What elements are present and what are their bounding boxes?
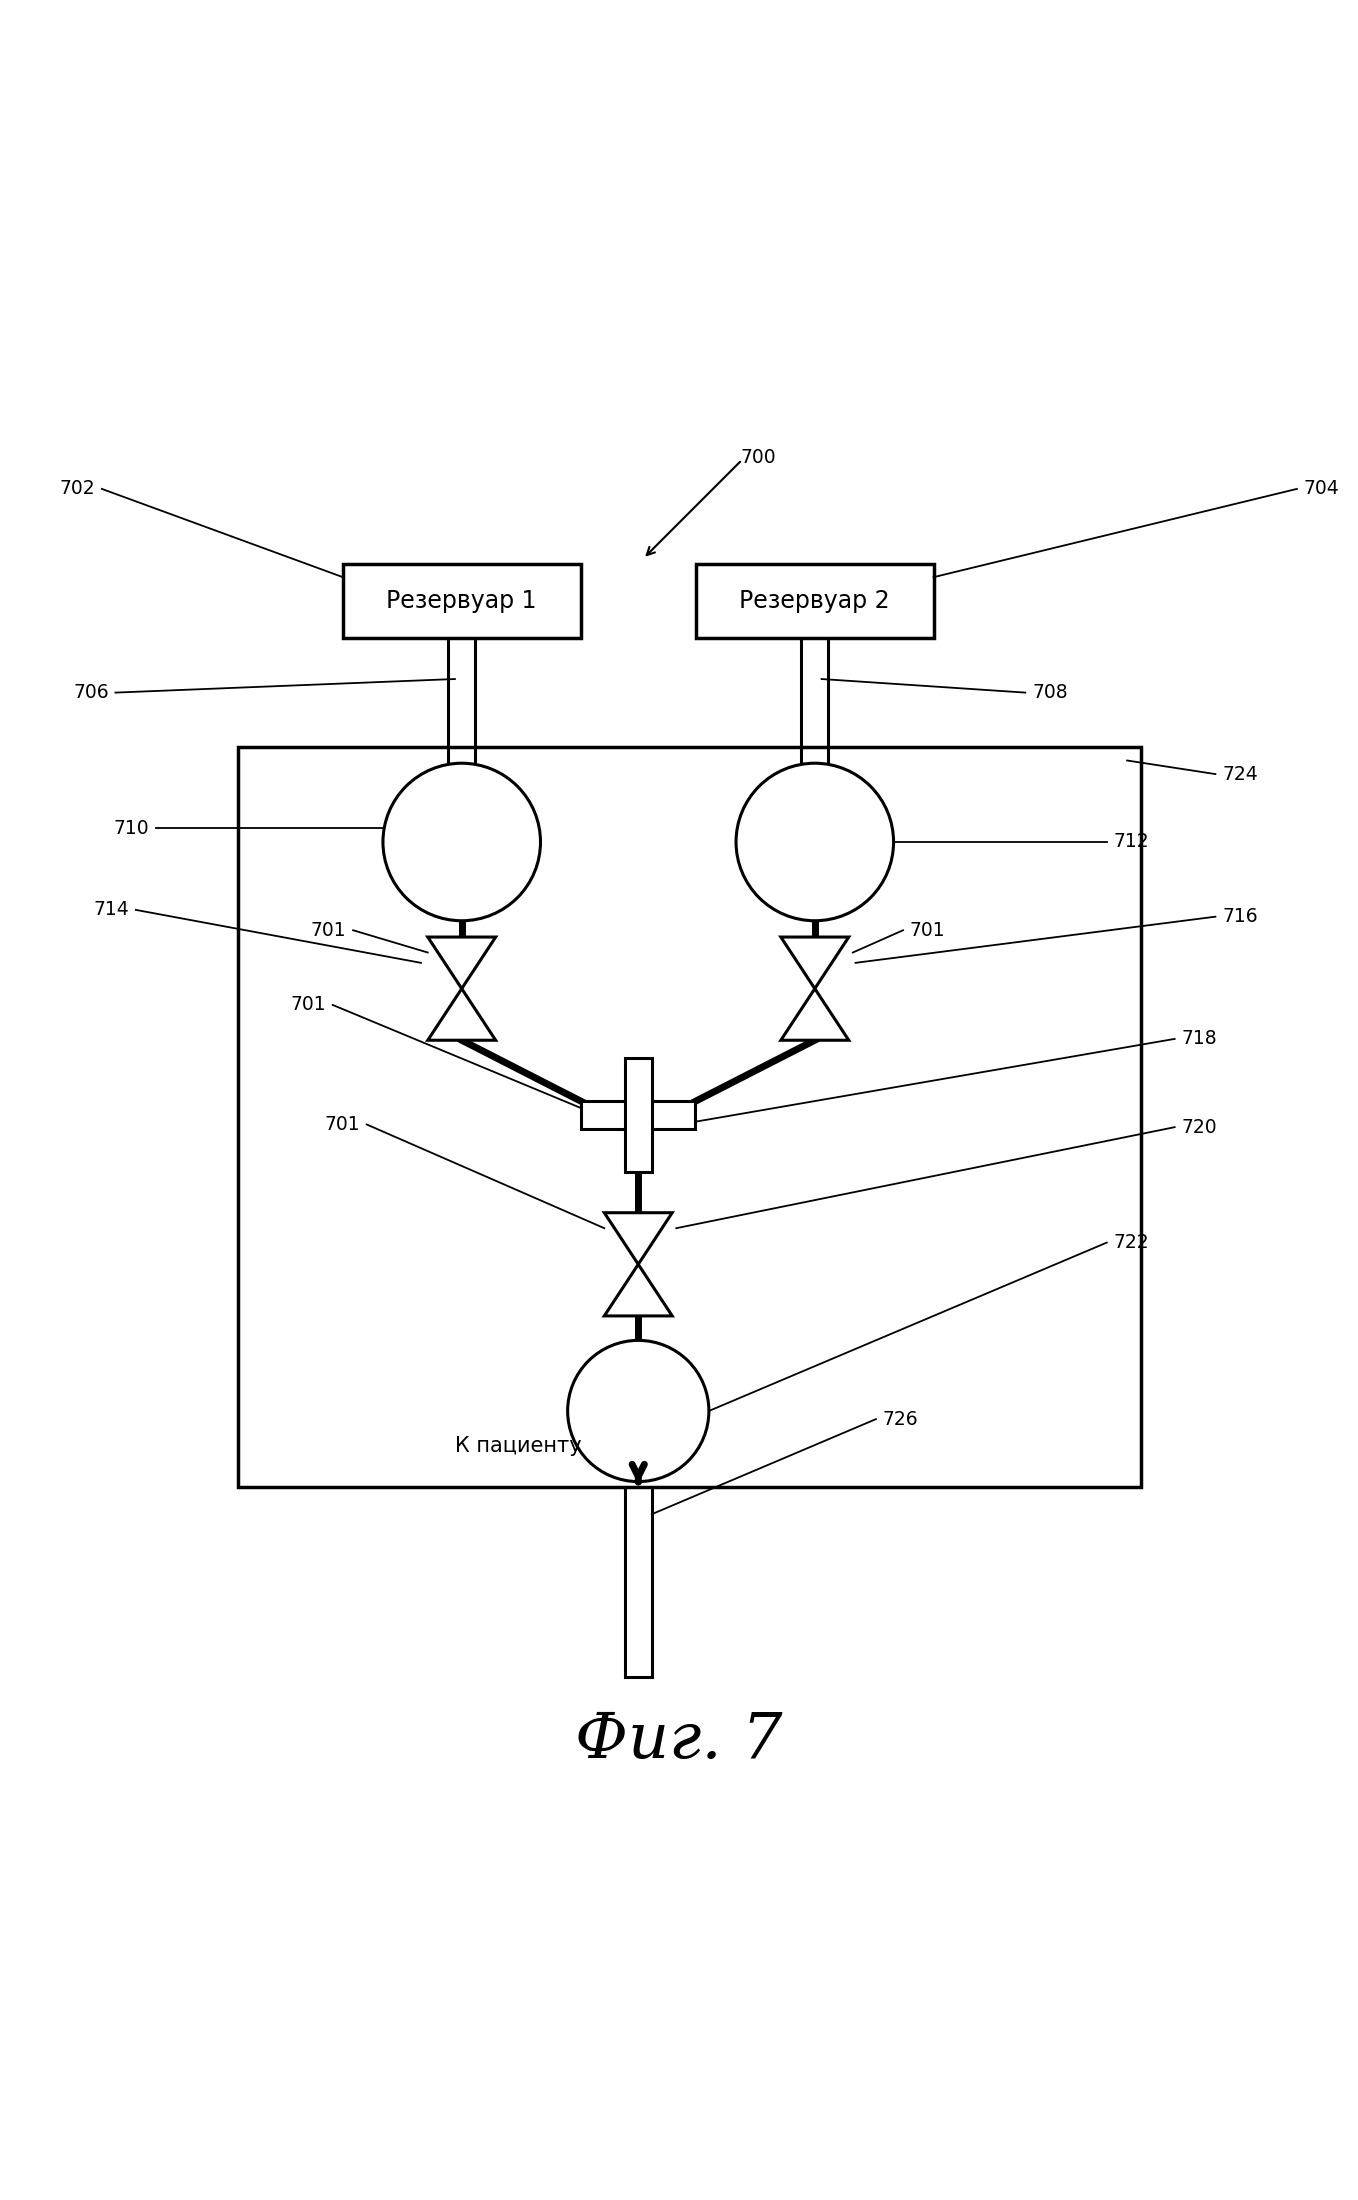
Text: 706: 706: [73, 682, 109, 702]
Polygon shape: [781, 937, 849, 988]
Polygon shape: [581, 1102, 695, 1129]
Bar: [695, 563, 934, 638]
Bar: [344, 563, 581, 638]
Text: 718: 718: [1181, 1030, 1217, 1049]
Polygon shape: [428, 988, 496, 1041]
Text: 712: 712: [1114, 832, 1149, 851]
Polygon shape: [781, 988, 849, 1041]
Text: 702: 702: [60, 480, 95, 499]
Polygon shape: [428, 937, 496, 988]
Text: 701: 701: [311, 922, 346, 939]
Text: 724: 724: [1222, 766, 1258, 783]
Text: 716: 716: [1222, 906, 1258, 926]
Polygon shape: [604, 1265, 672, 1316]
Text: 700: 700: [740, 449, 775, 466]
Text: 714: 714: [94, 900, 129, 920]
Text: Резервуар 2: Резервуар 2: [740, 590, 889, 614]
Text: 722: 722: [1114, 1232, 1149, 1252]
Text: 701: 701: [910, 922, 945, 939]
Circle shape: [736, 763, 894, 922]
Text: Фиг. 7: Фиг. 7: [576, 1709, 782, 1771]
Text: 701: 701: [325, 1115, 360, 1133]
Text: 708: 708: [1032, 682, 1067, 702]
Text: 726: 726: [883, 1410, 918, 1428]
Text: К пациенту: К пациенту: [455, 1437, 581, 1456]
Text: 704: 704: [1304, 480, 1339, 499]
Text: 710: 710: [114, 818, 149, 838]
Polygon shape: [604, 1212, 672, 1265]
Text: 720: 720: [1181, 1118, 1217, 1137]
Circle shape: [383, 763, 540, 922]
Polygon shape: [625, 1058, 652, 1173]
Text: 701: 701: [291, 994, 326, 1014]
Text: Резервуар 1: Резервуар 1: [387, 590, 536, 614]
Circle shape: [568, 1340, 709, 1481]
Bar: [238, 748, 1141, 1487]
